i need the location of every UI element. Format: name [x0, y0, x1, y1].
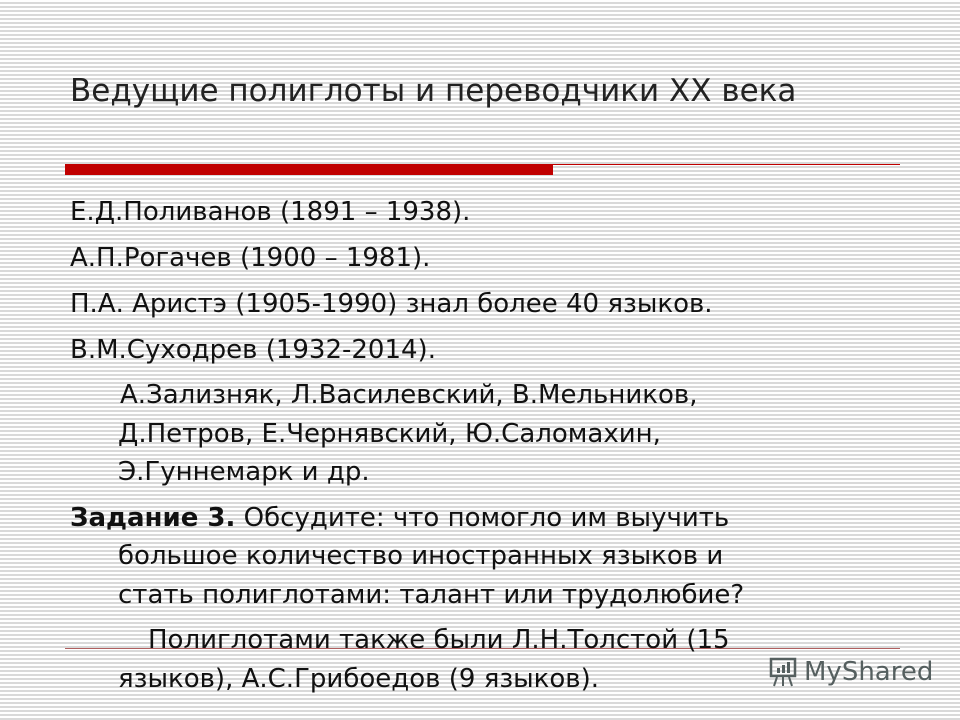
task-line: большое количество иностранных языков и	[118, 541, 724, 571]
list-item: П.А. Аристэ (1905-1990) знал более 40 яз…	[70, 289, 713, 319]
list-item: Е.Д.Поливанов (1891 – 1938).	[70, 197, 471, 227]
list-item: Э.Гуннемарк и др.	[118, 457, 370, 487]
task-line: Задание 3. Обсудите: что помогло им выуч…	[70, 499, 729, 537]
presentation-board-icon	[769, 657, 797, 687]
title-divider-line	[65, 164, 900, 165]
note-line: Полиглотами также были Л.Н.Толстой (15	[148, 625, 730, 655]
watermark: MyShared	[768, 656, 933, 688]
watermark-text: MyShared	[804, 657, 934, 687]
task-line: стать полиглотами: талант или трудолюбие…	[118, 580, 745, 610]
note-line: языков), А.С.Грибоедов (9 языков).	[118, 664, 600, 694]
title-accent-bar	[65, 165, 553, 175]
list-item: Д.Петров, Е.Чернявский, Ю.Саломахин,	[118, 419, 661, 449]
slide-title: Ведущие полиглоты и переводчики XX века	[70, 73, 797, 109]
list-item: В.М.Суходрев (1932-2014).	[70, 335, 436, 365]
list-item: А.П.Рогачев (1900 – 1981).	[70, 243, 431, 273]
task-text: Обсудите: что помогло им выучить	[235, 503, 730, 533]
bottom-divider-line	[65, 648, 900, 649]
list-item: А.Зализняк, Л.Василевский, В.Мельников,	[120, 380, 698, 410]
task-label: Задание 3.	[70, 503, 236, 533]
